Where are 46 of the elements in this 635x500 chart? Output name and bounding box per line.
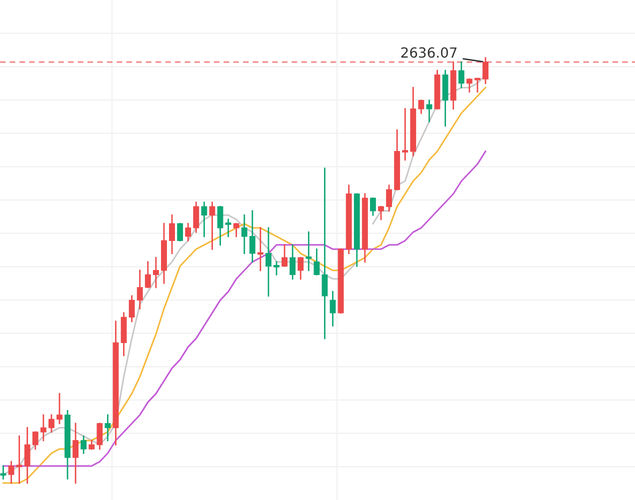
candlestick xyxy=(257,227,264,272)
candlestick xyxy=(209,202,216,250)
candlestick xyxy=(40,414,46,442)
candlestick xyxy=(330,290,336,326)
candlestick xyxy=(56,393,62,424)
candlestick xyxy=(169,214,175,254)
candlestick xyxy=(193,202,200,233)
candlestick xyxy=(386,184,392,212)
candlestick xyxy=(185,222,192,242)
candlestick xyxy=(152,256,159,288)
candlestick xyxy=(80,436,87,454)
candlestick xyxy=(136,270,143,310)
candlestick xyxy=(32,431,38,450)
candlestick xyxy=(290,244,296,280)
candlestick xyxy=(144,261,151,288)
candlestick xyxy=(8,461,14,484)
text: 2636.07 xyxy=(401,47,457,58)
candlestick xyxy=(201,202,208,238)
candlestick xyxy=(24,427,30,484)
candlestick xyxy=(426,100,432,122)
candlestick xyxy=(378,206,384,220)
candlestick xyxy=(314,248,320,276)
candlestick xyxy=(322,168,328,340)
candlestick xyxy=(266,227,272,297)
candlestick xyxy=(128,295,135,322)
candlestick xyxy=(48,414,54,433)
candlestick xyxy=(282,244,288,267)
candlestick xyxy=(233,222,240,238)
candlestick xyxy=(249,210,256,263)
candlestick xyxy=(177,222,184,242)
candlestick xyxy=(458,61,464,88)
candlestick xyxy=(274,261,280,276)
candlestick xyxy=(306,231,312,272)
candlestick xyxy=(217,206,224,246)
candlestick xyxy=(482,57,488,84)
candlestick xyxy=(370,197,376,216)
candlestick xyxy=(72,422,79,484)
candlestick xyxy=(474,78,480,93)
candlestick xyxy=(402,108,408,161)
candlestick xyxy=(466,78,472,93)
candlestick xyxy=(96,422,103,450)
candlestick xyxy=(298,256,304,280)
candlestick xyxy=(104,414,111,442)
candlestick xyxy=(241,214,248,254)
candlestick xyxy=(225,218,232,238)
candlestick xyxy=(418,100,424,114)
